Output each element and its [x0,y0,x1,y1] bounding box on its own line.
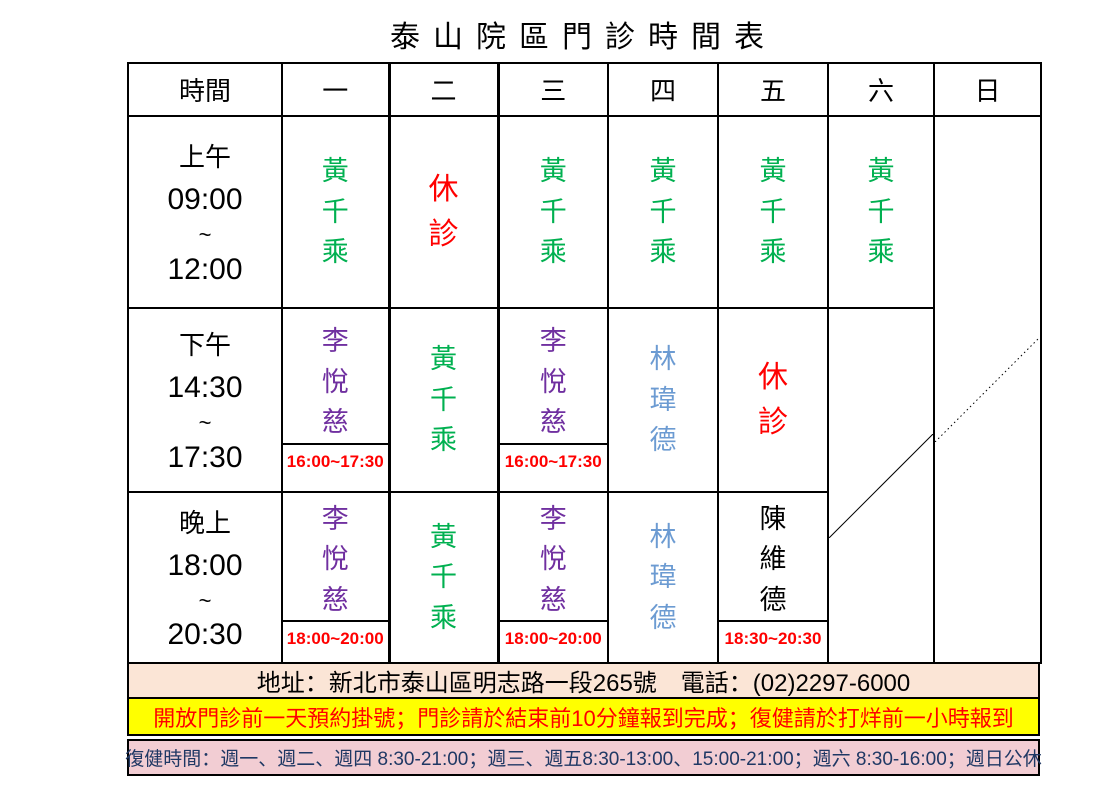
sub-time-note: 16:00~17:30 [284,442,386,479]
cell-sat-no-clinic [827,307,935,664]
doctor-name: 林瑋德 [649,344,677,456]
doctor-name: 李悅慈 [321,326,349,438]
doctor-name: 李悅慈 [539,326,567,438]
header-wed: 三 [496,62,609,117]
cell-afternoon-mon: 李悅慈 16:00~17:30 [281,307,391,493]
cell-morning-sat: 黃千乘 [827,115,935,309]
cell-morning-thu: 黃千乘 [607,115,719,309]
cell-evening-thu: 林瑋德 [607,491,719,664]
sub-time-note: 18:30~20:30 [720,620,826,656]
address-bar: 地址：新北市泰山區明志路一段265號 電話：(02)2297-6000 [127,662,1040,699]
cell-afternoon-thu: 林瑋德 [607,307,719,493]
dotted-diagonal-line [935,337,1040,442]
end-time: 17:30 [167,440,243,474]
tilde: ~ [198,587,212,613]
doctor-name: 黃千乘 [759,156,787,268]
cell-morning-mon: 黃千乘 [281,115,391,309]
period-label: 晚上 [178,507,231,538]
start-time: 09:00 [167,183,243,217]
cell-evening-fri: 陳維德 18:30~20:30 [717,491,829,664]
header-fri: 五 [717,62,829,117]
solid-diagonal-line [829,434,933,538]
registration-notice-bar: 開放門診前一天預約掛號；門診請於結束前10分鐘報到完成；復健請於打烊前一小時報到 [127,697,1040,736]
header-thu: 四 [607,62,719,117]
doctor-name: 黃千乘 [429,521,457,633]
closed-label: 休診 [757,361,788,439]
period-label: 上午 [178,142,231,173]
page-title: 泰山院區門診時間表 [390,21,777,54]
timeslot-morning: 上午 09:00 ~ 12:00 [127,115,283,309]
start-time: 18:00 [167,548,243,582]
header-sat: 六 [827,62,935,117]
morning-row: 上午 09:00 ~ 12:00 黃千乘 休診 黃千乘 黃千乘 黃千乘 [127,115,1042,664]
timeslot-afternoon: 下午 14:30 ~ 17:30 [127,307,283,493]
header-row: 時間 一 二 三 四 五 六 日 [127,62,1042,117]
cell-sun-no-clinic [933,115,1042,664]
cell-morning-tue: 休診 [387,115,500,309]
tilde: ~ [198,222,212,248]
doctor-name: 黃千乘 [539,156,567,268]
header-mon: 一 [281,62,391,117]
cell-afternoon-wed: 李悅慈 16:00~17:30 [496,307,609,493]
doctor-name: 黃千乘 [867,156,895,268]
cell-evening-wed: 李悅慈 18:00~20:00 [496,491,609,664]
period-label: 下午 [178,330,231,361]
cell-morning-fri: 黃千乘 [717,115,829,309]
header-sun: 日 [933,62,1042,117]
tilde: ~ [198,410,212,436]
closed-label: 休診 [428,173,459,251]
doctor-name: 林瑋德 [649,521,677,633]
doctor-name: 黃千乘 [429,344,457,456]
cell-evening-mon: 李悅慈 18:00~20:00 [281,491,391,664]
cell-evening-tue: 黃千乘 [387,491,500,664]
header-tue: 二 [387,62,500,117]
evening-row: 晚上 18:00 ~ 20:30 李悅慈 18:00~20:00 黃千乘 [127,491,1041,664]
sub-time-note: 18:00~20:00 [284,620,386,656]
sub-time-note: 16:00~17:30 [501,442,606,479]
cell-afternoon-tue: 黃千乘 [387,307,500,493]
sub-time-note: 18:00~20:00 [501,620,606,656]
doctor-name: 李悅慈 [539,503,567,615]
cell-morning-wed: 黃千乘 [496,115,609,309]
doctor-name: 黃千乘 [649,156,677,268]
timeslot-evening: 晚上 18:00 ~ 20:30 [127,491,283,664]
afternoon-row: 下午 14:30 ~ 17:30 李悅慈 16:00~17:30 黃千乘 [127,307,1041,664]
doctor-name: 陳維德 [759,503,787,615]
doctor-name: 李悅慈 [321,503,349,615]
start-time: 14:30 [167,371,243,405]
cell-afternoon-fri: 休診 [717,307,829,493]
rehab-hours-bar: 復健時間：週一、週二、週四 8:30-21:00；週三、週五8:30-13:00… [125,739,1042,776]
doctor-name: 黃千乘 [321,156,349,268]
schedule-table: 時間 一 二 三 四 五 六 日 上午 09:00 ~ 12:00 黃千乘 [127,62,1042,664]
end-time: 12:00 [167,252,243,286]
end-time: 20:30 [167,618,243,652]
header-time: 時間 [127,62,283,117]
